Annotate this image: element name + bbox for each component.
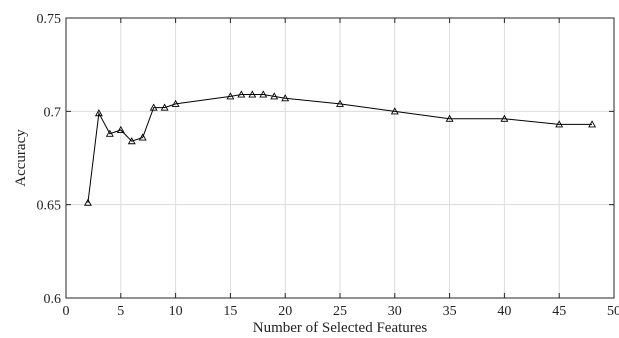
data-point-marker [445, 114, 454, 122]
y-tick-label: 0.75 [37, 12, 62, 27]
data-point-marker [149, 103, 158, 111]
x-tick-label: 15 [223, 304, 237, 319]
data-point-marker [500, 114, 509, 122]
data-point-marker [105, 129, 114, 137]
y-tick-label: 0.65 [37, 199, 62, 214]
data-point-marker [588, 120, 597, 128]
x-tick-label: 20 [278, 304, 292, 319]
data-point-marker [336, 99, 344, 107]
x-tick-label: 35 [443, 304, 457, 319]
data-point-marker [94, 109, 103, 117]
data-point-marker [116, 125, 125, 134]
x-tick-label: 25 [333, 304, 347, 319]
y-axis-label: Accuracy [13, 129, 29, 187]
data-point-marker [127, 137, 136, 145]
series-line [87, 94, 593, 203]
data-point-marker [160, 103, 169, 111]
x-tick-label: 45 [552, 304, 566, 319]
x-axis-label: Number of Selected Features [253, 320, 428, 336]
data-point-marker [390, 107, 399, 115]
x-tick-label: 0 [63, 304, 70, 319]
data-point-marker [248, 90, 257, 98]
x-tick-label: 50 [607, 304, 619, 319]
x-tick-label: 30 [388, 304, 402, 319]
data-point-marker [555, 120, 564, 128]
data-point-marker [281, 94, 290, 102]
axis-ticks: 0 5 10 15 20 25 30 35 40 45 50 0.6 0.65 0.7 0.75 [37, 12, 619, 319]
data-point-marker [83, 198, 92, 206]
y-tick-label: 0.6 [44, 292, 62, 307]
grid-lines [66, 18, 614, 298]
x-tick-label: 10 [169, 304, 183, 319]
x-tick-label: 5 [117, 304, 124, 319]
data-point-marker [237, 90, 246, 98]
series-layer [83, 90, 597, 206]
data-point-marker [270, 92, 279, 100]
data-point-marker [138, 133, 147, 141]
data-point-marker [259, 90, 268, 98]
data-point-marker [171, 99, 180, 107]
x-tick-label: 40 [497, 304, 511, 319]
y-tick-label: 0.7 [44, 105, 62, 120]
data-point-marker [226, 92, 235, 100]
